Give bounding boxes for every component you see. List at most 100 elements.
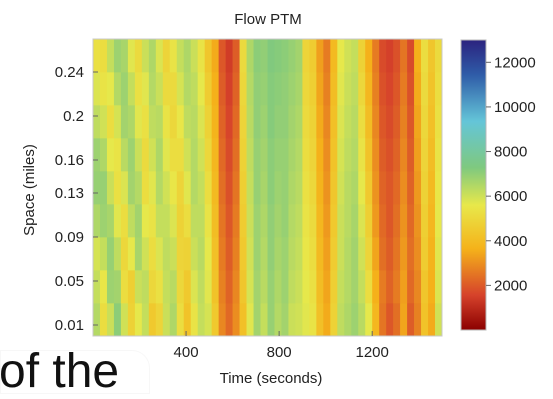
heatmap-cell <box>246 237 254 271</box>
heatmap-cell <box>197 72 206 106</box>
heatmap-cell <box>176 171 185 205</box>
heatmap-cell <box>169 72 178 106</box>
heatmap-cell <box>176 39 185 73</box>
heatmap-cell <box>218 39 226 73</box>
heatmap-cell <box>428 204 436 238</box>
heatmap-cell <box>176 270 185 304</box>
heatmap-cell <box>253 171 261 205</box>
heatmap-cell <box>141 204 150 238</box>
heatmap-cell <box>183 171 192 205</box>
heatmap-cell <box>302 237 310 271</box>
heatmap-cell <box>134 237 143 271</box>
heatmap-cell <box>302 39 310 73</box>
heatmap-cell <box>232 72 240 106</box>
heatmap-cell <box>414 39 422 73</box>
heatmap-cell <box>211 270 219 304</box>
x-ticks: 400 800 1200 <box>174 331 389 361</box>
heatmap-cell <box>99 303 108 337</box>
heatmap-cell <box>127 171 136 205</box>
heatmap-cell <box>344 237 352 271</box>
heatmap-cell <box>197 138 206 172</box>
heatmap-cell <box>323 72 331 106</box>
heatmap-cell <box>148 237 157 271</box>
heatmap-cell <box>260 171 268 205</box>
heatmap-cell <box>386 105 394 139</box>
heatmap-cell <box>169 39 178 73</box>
heatmap-cell <box>372 105 380 139</box>
heatmap-cell <box>141 171 150 205</box>
heatmap-cell <box>295 237 303 271</box>
colorbar-tick-label: 6000 <box>494 188 527 205</box>
heatmap-cell <box>288 138 296 172</box>
heatmap-cell <box>260 138 268 172</box>
heatmap-cell <box>281 105 289 139</box>
heatmap-cell <box>232 270 240 304</box>
heatmap-cell <box>169 105 178 139</box>
heatmap-cell <box>421 138 429 172</box>
heatmap-cell <box>421 204 429 238</box>
heatmap-cell <box>386 39 394 73</box>
heatmap-cell <box>106 138 115 172</box>
heatmap-cell <box>197 171 206 205</box>
heatmap-cell <box>302 138 310 172</box>
heatmap-cell <box>288 171 296 205</box>
heatmap-cell <box>316 105 324 139</box>
heatmap-cell <box>204 171 213 205</box>
heatmap-cell <box>211 138 219 172</box>
heatmap-cell <box>190 39 199 73</box>
heatmap-cell <box>169 270 178 304</box>
heatmap-cell <box>400 138 408 172</box>
heatmap-cell <box>428 138 436 172</box>
heatmap-cell <box>183 105 192 139</box>
heatmap-cell <box>120 138 129 172</box>
heatmap-cell <box>407 39 415 73</box>
heatmap-cell <box>246 105 254 139</box>
heatmap-cell <box>120 204 129 238</box>
heatmap-cell <box>260 237 268 271</box>
heatmap-cell <box>351 270 359 304</box>
heatmap-cell <box>407 270 415 304</box>
heatmap-cell <box>351 105 359 139</box>
heatmap-cell <box>372 72 380 106</box>
heatmap-cell <box>232 204 240 238</box>
heatmap-cell <box>141 72 150 106</box>
heatmap-cell <box>407 72 415 106</box>
heatmap-cell <box>414 237 422 271</box>
heatmap-cell <box>155 204 164 238</box>
heatmap-cell <box>351 237 359 271</box>
y-ticks: 0.01 0.05 0.09 0.13 0.16 0.2 0.24 <box>55 64 98 334</box>
heatmap-cell <box>281 270 289 304</box>
heatmap-cell <box>99 204 108 238</box>
heatmap-cell <box>316 303 324 337</box>
heatmap-cell <box>232 105 240 139</box>
heatmap-cell <box>365 72 373 106</box>
heatmap-cell <box>393 171 401 205</box>
heatmap-cell <box>253 237 261 271</box>
heatmap-cell <box>323 204 331 238</box>
heatmap-cell <box>113 237 122 271</box>
heatmap-cell <box>274 39 282 73</box>
heatmap-cell <box>358 237 366 271</box>
text-overlay-card <box>0 350 150 394</box>
heatmap-cell <box>337 237 345 271</box>
heatmap-cell <box>99 237 108 271</box>
heatmap-cell <box>386 237 394 271</box>
colorbar-ticks: 2000 4000 6000 8000 10000 12000 <box>486 54 536 294</box>
heatmap-cell <box>99 171 108 205</box>
heatmap-cell <box>93 237 101 271</box>
heatmap-cell <box>323 39 331 73</box>
heatmap-cell <box>421 105 429 139</box>
heatmap-cell <box>239 72 247 106</box>
heatmap-cell <box>386 303 394 337</box>
heatmap-cell <box>176 303 185 337</box>
heatmap-cell <box>421 303 429 337</box>
heatmap-cell <box>246 39 254 73</box>
heatmap-cell <box>414 72 422 106</box>
heatmap-cell <box>386 270 394 304</box>
heatmap-cell <box>323 138 331 172</box>
heatmap-cell <box>120 39 129 73</box>
heatmap-cell <box>323 171 331 205</box>
heatmap-cell <box>162 303 171 337</box>
heatmap-cell <box>120 72 129 106</box>
